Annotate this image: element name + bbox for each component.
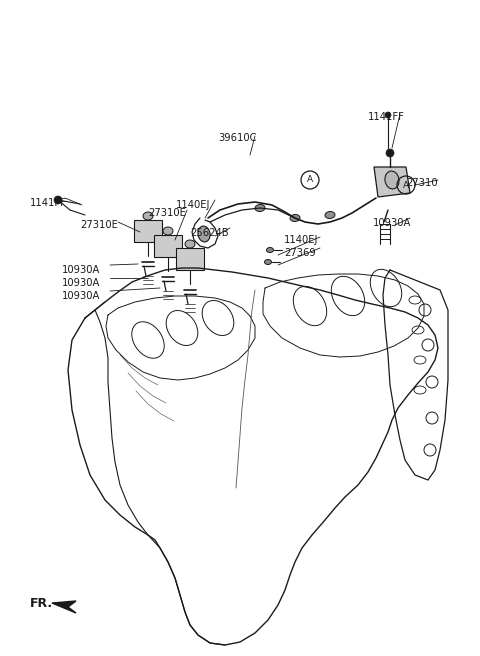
Text: 27310E: 27310E — [80, 220, 118, 230]
Text: 10930A: 10930A — [62, 291, 100, 301]
Text: 27310E: 27310E — [148, 208, 186, 218]
Text: 25624B: 25624B — [190, 228, 228, 238]
Text: 39610C: 39610C — [218, 133, 256, 143]
Ellipse shape — [143, 212, 153, 220]
Ellipse shape — [198, 226, 210, 242]
Ellipse shape — [185, 240, 195, 248]
Polygon shape — [52, 601, 76, 613]
Text: A: A — [403, 180, 409, 190]
Ellipse shape — [264, 260, 272, 264]
Circle shape — [385, 112, 391, 118]
Ellipse shape — [266, 247, 274, 253]
Ellipse shape — [163, 227, 173, 235]
Text: A: A — [307, 176, 313, 184]
Ellipse shape — [325, 211, 335, 218]
Text: 10930A: 10930A — [373, 218, 411, 228]
Circle shape — [386, 149, 394, 157]
Text: 1141FF: 1141FF — [30, 198, 67, 208]
Ellipse shape — [255, 205, 265, 211]
Polygon shape — [374, 167, 410, 197]
Ellipse shape — [385, 171, 399, 189]
Text: FR.: FR. — [30, 597, 53, 610]
Polygon shape — [154, 235, 182, 257]
Ellipse shape — [290, 215, 300, 222]
Text: 1141FF: 1141FF — [368, 112, 405, 122]
Text: 1140EJ: 1140EJ — [284, 235, 318, 245]
Text: 10930A: 10930A — [62, 265, 100, 275]
Text: 27369: 27369 — [284, 248, 316, 258]
Text: 27310: 27310 — [406, 178, 438, 188]
Text: 10930A: 10930A — [62, 278, 100, 288]
Polygon shape — [176, 248, 204, 270]
Circle shape — [54, 196, 62, 204]
Polygon shape — [134, 220, 162, 242]
Text: 1140EJ: 1140EJ — [176, 200, 210, 210]
